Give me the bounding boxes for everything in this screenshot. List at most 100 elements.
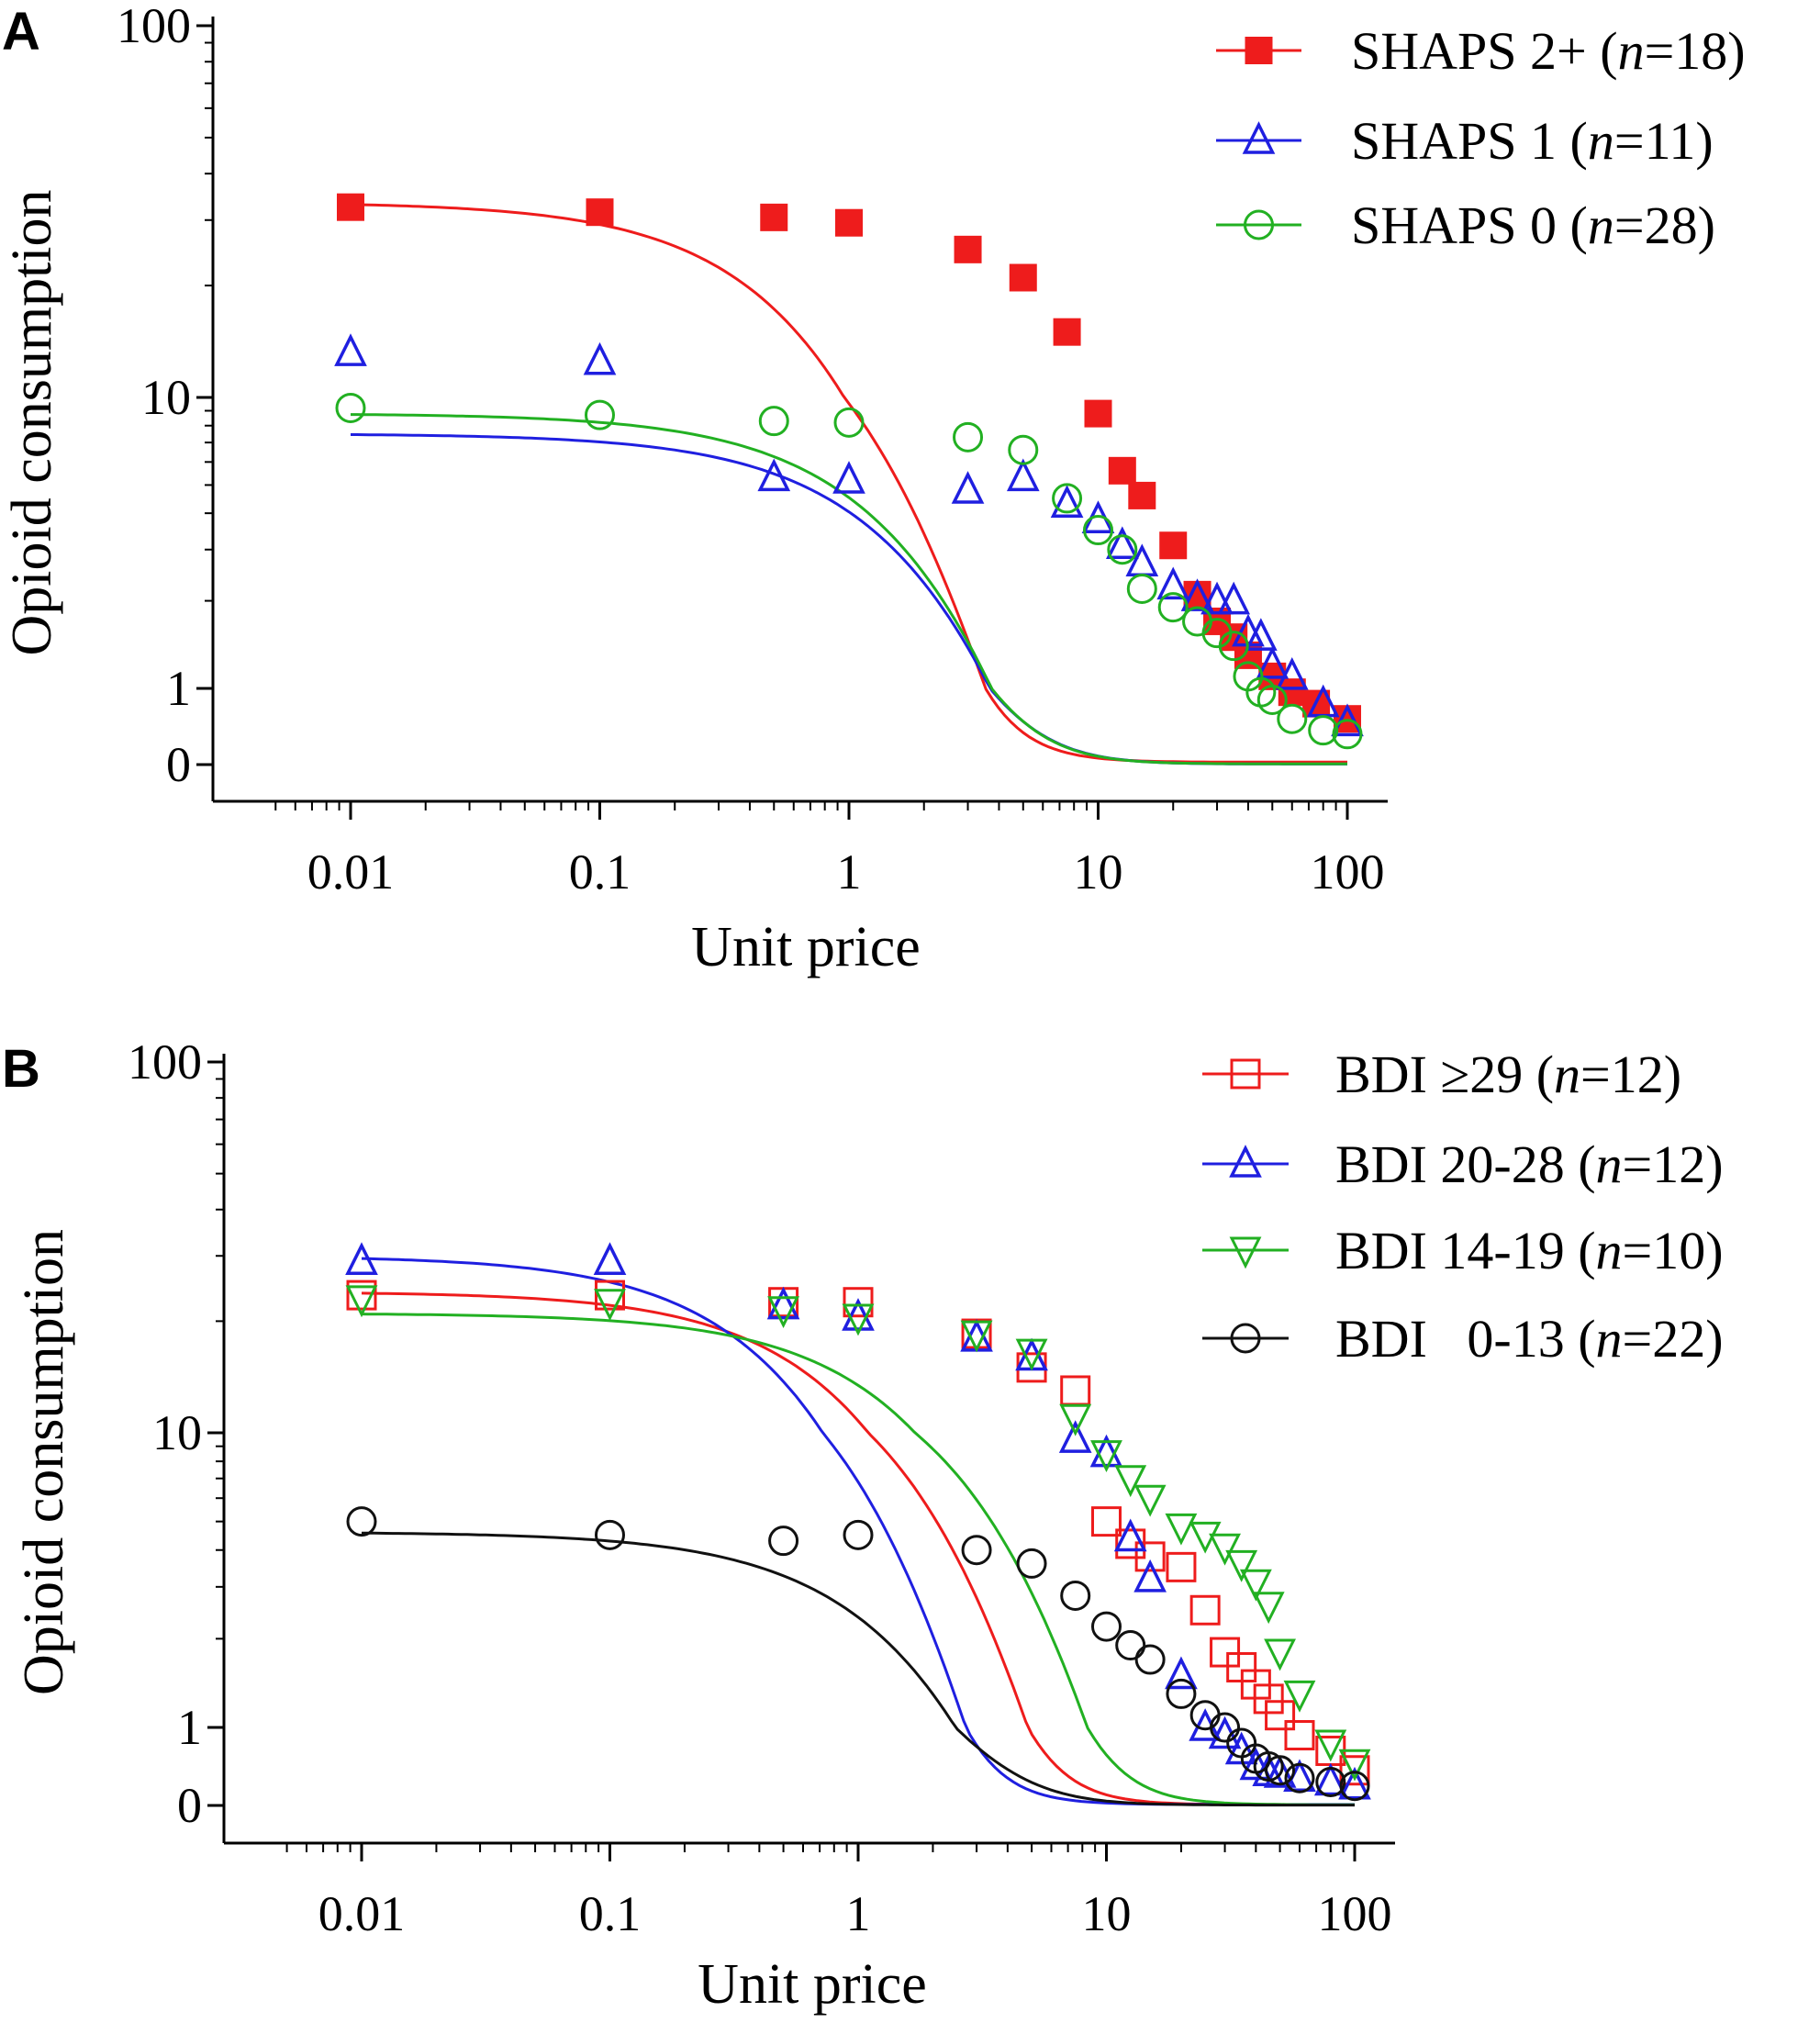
- data-point-b-1-2: [766, 1286, 800, 1320]
- data-point-b-3-18: [1315, 1767, 1346, 1797]
- data-point-b-0-6: [1060, 1375, 1091, 1406]
- data-point-a-0-2: [760, 203, 788, 231]
- data-point-a-1-6: [1050, 485, 1084, 518]
- fit-curve-a-0: [350, 203, 1347, 764]
- data-point-a-1-0: [334, 333, 367, 366]
- data-point-b-1-18: [1313, 1762, 1347, 1796]
- data-point-a-1-4: [951, 471, 985, 504]
- data-point-b-2-6: [1059, 1403, 1092, 1436]
- data-point-b-0-16: [1265, 1700, 1296, 1731]
- data-point-b-2-3: [842, 1303, 875, 1336]
- data-point-b-2-4: [960, 1320, 993, 1353]
- data-point-b-0-10: [1166, 1551, 1197, 1582]
- data-point-a-2-3: [833, 407, 865, 438]
- data-point-b-2-19: [1338, 1749, 1371, 1782]
- data-point-b-0-1: [595, 1280, 625, 1311]
- data-point-b-3-3: [843, 1519, 874, 1550]
- y-tick-label-b-3: 0: [177, 1778, 202, 1833]
- data-point-a-0-10: [1159, 531, 1188, 560]
- data-point-b-3-8: [1115, 1630, 1146, 1661]
- data-point-b-3-7: [1091, 1611, 1122, 1642]
- data-point-b-3-0: [346, 1506, 377, 1537]
- data-point-b-1-0: [345, 1242, 378, 1275]
- data-point-a-2-8: [1107, 534, 1138, 565]
- data-point-b-0-15: [1253, 1683, 1284, 1715]
- data-point-a-0-6: [1053, 318, 1081, 346]
- data-point-a-1-12: [1200, 581, 1234, 615]
- legend-label-a-2: SHAPS 0 (n=28): [1351, 196, 1715, 255]
- data-point-b-2-13: [1225, 1549, 1258, 1582]
- data-point-b-1-8: [1113, 1518, 1147, 1552]
- data-point-b-1-1: [593, 1242, 627, 1275]
- data-point-a-2-16: [1256, 684, 1288, 715]
- data-point-b-2-0: [345, 1285, 378, 1318]
- data-point-b-1-10: [1165, 1656, 1198, 1690]
- data-point-b-2-8: [1114, 1465, 1147, 1498]
- data-point-a-2-13: [1218, 631, 1249, 662]
- data-point-a-0-0: [337, 193, 364, 221]
- data-point-b-1-4: [960, 1318, 993, 1352]
- y-tick-label-a-1: 10: [141, 370, 191, 425]
- data-point-a-1-16: [1256, 645, 1290, 679]
- y-tick-label-a-0: 100: [117, 0, 191, 53]
- data-point-a-2-7: [1083, 515, 1113, 546]
- data-point-a-1-3: [832, 461, 865, 494]
- x-tick-label-a-1: 0.1: [569, 844, 631, 900]
- legend-label-a-0: SHAPS 2+ (n=18): [1351, 21, 1746, 81]
- data-point-b-0-0: [346, 1280, 377, 1311]
- legend-marker-a-2: [1244, 209, 1274, 240]
- data-point-a-2-2: [758, 406, 789, 437]
- data-point-b-2-1: [594, 1289, 626, 1322]
- y-axis-title-a: Opioid consumption: [1, 189, 63, 655]
- data-point-b-2-7: [1090, 1440, 1122, 1473]
- data-point-a-2-0: [335, 392, 366, 423]
- data-point-b-1-3: [842, 1298, 875, 1331]
- fit-curve-b-1: [361, 1257, 1355, 1806]
- legend-marker-b-3: [1230, 1323, 1261, 1354]
- legend-label-b-3: BDI 0-13 (n=22): [1335, 1309, 1724, 1369]
- data-point-a-1-1: [583, 341, 617, 375]
- legend-marker-b-0: [1230, 1058, 1261, 1090]
- data-point-b-3-2: [768, 1526, 799, 1557]
- data-point-b-0-7: [1091, 1506, 1122, 1537]
- panel-letter-a: A: [2, 2, 40, 61]
- legend-marker-a-1: [1242, 121, 1276, 154]
- fit-curve-b-2: [361, 1313, 1355, 1806]
- data-point-b-1-7: [1089, 1434, 1123, 1468]
- data-point-a-1-11: [1180, 578, 1214, 611]
- data-point-b-2-18: [1314, 1729, 1347, 1762]
- x-tick-label-b-0: 0.01: [318, 1886, 406, 1941]
- data-point-a-2-18: [1308, 715, 1339, 746]
- x-tick-label-a-3: 10: [1074, 844, 1123, 900]
- legend-label-b-1: BDI 20-28 (n=12): [1335, 1134, 1724, 1194]
- y-tick-label-b-1: 10: [152, 1405, 202, 1460]
- data-point-a-1-15: [1245, 618, 1278, 651]
- data-point-a-1-8: [1105, 526, 1139, 559]
- legend-label-b-0: BDI ≥29 (n=12): [1335, 1045, 1681, 1104]
- data-point-a-1-7: [1081, 500, 1115, 533]
- y-axis-title-b: Opioid consumption: [13, 1229, 75, 1695]
- data-point-a-0-4: [954, 235, 982, 263]
- data-point-a-2-4: [953, 421, 984, 453]
- data-point-a-2-6: [1052, 483, 1083, 514]
- data-point-b-3-12: [1210, 1712, 1241, 1743]
- data-point-b-3-16: [1265, 1755, 1296, 1786]
- data-point-a-1-13: [1217, 581, 1251, 615]
- data-point-b-1-14: [1239, 1747, 1273, 1781]
- data-point-a-2-17: [1277, 703, 1308, 734]
- data-point-b-2-16: [1264, 1638, 1296, 1671]
- data-point-a-0-1: [586, 198, 614, 227]
- x-tick-label-b-1: 0.1: [579, 1886, 642, 1941]
- data-point-b-2-9: [1133, 1484, 1167, 1517]
- data-point-b-2-12: [1209, 1533, 1241, 1566]
- data-point-a-2-19: [1332, 719, 1363, 750]
- y-tick-label-a-3: 0: [166, 737, 191, 792]
- x-tick-label-b-3: 10: [1082, 1886, 1132, 1941]
- x-axis-title-a: Unit price: [691, 916, 921, 978]
- x-tick-label-a-0: 0.01: [307, 844, 395, 900]
- data-point-b-3-6: [1060, 1580, 1091, 1611]
- data-point-b-3-17: [1284, 1762, 1315, 1794]
